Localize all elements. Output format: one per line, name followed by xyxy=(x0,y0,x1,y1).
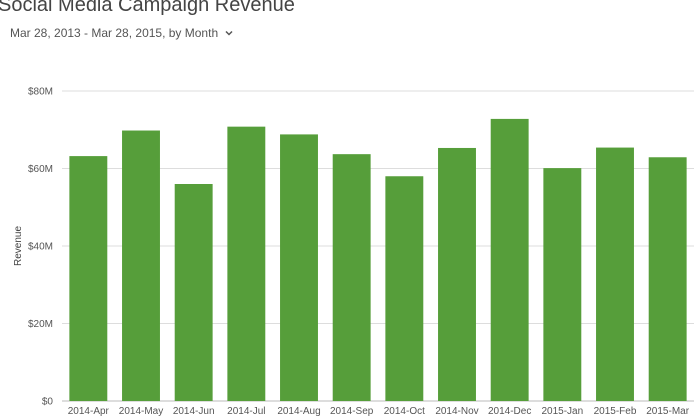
bar xyxy=(280,134,318,401)
y-tick-label: $40M xyxy=(28,242,53,253)
bar xyxy=(648,157,687,401)
x-tick-label: 2014-Jun xyxy=(173,406,215,416)
x-tick-label: 2014-May xyxy=(119,406,163,416)
x-tick-label: 2014-Aug xyxy=(277,406,320,416)
date-range-dropdown[interactable]: Mar 28, 2013 - Mar 28, 2015, by Month xyxy=(10,26,234,40)
chart-title: Social Media Campaign Revenue xyxy=(0,0,295,16)
x-tick-label: 2014-Oct xyxy=(384,406,425,416)
bar xyxy=(332,154,371,401)
y-tick-label: $80M xyxy=(28,87,53,98)
bar xyxy=(122,130,160,401)
x-tick-label: 2014-Dec xyxy=(488,406,531,416)
x-tick-label: 2015-Jan xyxy=(541,406,583,416)
bar xyxy=(174,184,213,401)
x-tick-label: 2014-Jul xyxy=(227,406,265,416)
y-axis-label: Revenue xyxy=(13,226,24,266)
y-tick-label: $20M xyxy=(28,319,53,330)
bar xyxy=(596,147,634,401)
bar xyxy=(543,168,582,401)
y-tick-label: $60M xyxy=(28,164,53,175)
x-tick-label: 2015-Feb xyxy=(594,406,637,416)
x-tick-label: 2014-Apr xyxy=(68,406,110,416)
bar xyxy=(438,147,476,401)
x-tick-label: 2014-Nov xyxy=(435,406,478,416)
y-tick-label: $0 xyxy=(42,397,54,408)
date-range-label: Mar 28, 2013 - Mar 28, 2015, by Month xyxy=(10,26,219,40)
x-tick-label: 2015-Mar xyxy=(646,406,689,416)
bar xyxy=(69,156,108,401)
x-tick-label: 2014-Sep xyxy=(330,406,374,416)
bar xyxy=(385,176,424,401)
bar xyxy=(227,126,266,402)
bar xyxy=(490,118,529,402)
chevron-down-icon xyxy=(225,30,233,36)
